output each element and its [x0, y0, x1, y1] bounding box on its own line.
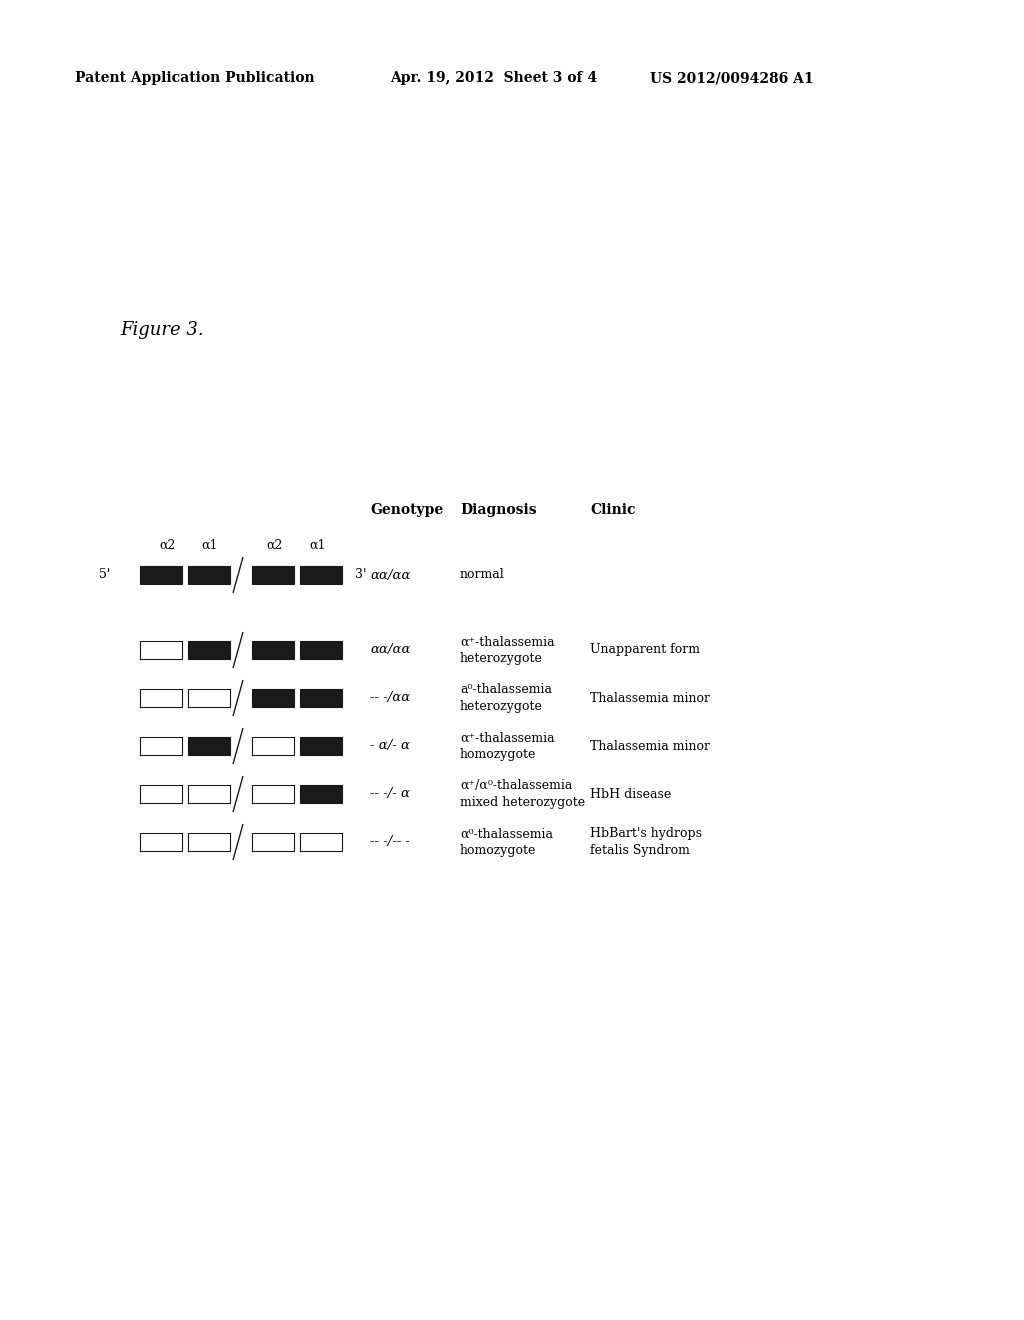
Text: US 2012/0094286 A1: US 2012/0094286 A1 [650, 71, 814, 84]
Bar [252, 689, 294, 708]
Bar [300, 566, 342, 583]
Bar [188, 833, 230, 851]
Bar [188, 642, 230, 659]
Bar [140, 785, 182, 803]
Text: 5': 5' [98, 569, 110, 582]
Bar [300, 785, 342, 803]
Text: Patent Application Publication: Patent Application Publication [75, 71, 314, 84]
Text: -- -/- α: -- -/- α [370, 788, 410, 800]
Bar [188, 689, 230, 708]
Text: αα/αα: αα/αα [370, 569, 411, 582]
Bar [140, 833, 182, 851]
Bar [300, 689, 342, 708]
Text: αα/αα: αα/αα [370, 644, 411, 656]
Bar [140, 566, 182, 583]
Bar [188, 566, 230, 583]
Bar [252, 737, 294, 755]
Text: -- -/αα: -- -/αα [370, 692, 411, 705]
Text: HbBart's hydrops
fetalis Syndrom: HbBart's hydrops fetalis Syndrom [590, 828, 702, 857]
Text: Figure 3.: Figure 3. [120, 321, 204, 339]
Text: -- -/-- -: -- -/-- - [370, 836, 410, 849]
Text: Thalassemia minor: Thalassemia minor [590, 692, 710, 705]
Text: normal: normal [460, 569, 505, 582]
Bar [300, 642, 342, 659]
Bar [252, 566, 294, 583]
Bar [300, 785, 342, 803]
Text: α2: α2 [160, 539, 176, 552]
Bar [252, 833, 294, 851]
Bar [188, 642, 230, 659]
Text: Diagnosis: Diagnosis [460, 503, 537, 517]
Text: Genotype: Genotype [370, 503, 443, 517]
Bar [300, 737, 342, 755]
Bar [300, 737, 342, 755]
Bar [252, 785, 294, 803]
Bar [188, 737, 230, 755]
Bar [188, 785, 230, 803]
Text: α2: α2 [267, 539, 284, 552]
Bar [140, 689, 182, 708]
Text: Apr. 19, 2012  Sheet 3 of 4: Apr. 19, 2012 Sheet 3 of 4 [390, 71, 597, 84]
Text: 3': 3' [355, 569, 367, 582]
Text: α⁺/α⁰-thalassemia
mixed heterozygote: α⁺/α⁰-thalassemia mixed heterozygote [460, 779, 585, 809]
Bar [188, 566, 230, 583]
Text: α⁰-thalassemia
homozygote: α⁰-thalassemia homozygote [460, 828, 553, 857]
Bar [252, 642, 294, 659]
Text: α⁺-thalassemia
heterozygote: α⁺-thalassemia heterozygote [460, 635, 555, 665]
Bar [300, 689, 342, 708]
Text: HbH disease: HbH disease [590, 788, 672, 800]
Bar [252, 642, 294, 659]
Text: α1: α1 [309, 539, 327, 552]
Text: α1: α1 [202, 539, 218, 552]
Bar [300, 833, 342, 851]
Bar [252, 689, 294, 708]
Bar [188, 737, 230, 755]
Bar [140, 737, 182, 755]
Bar [300, 642, 342, 659]
Text: Thalassemia minor: Thalassemia minor [590, 739, 710, 752]
Text: - α/- α: - α/- α [370, 739, 410, 752]
Text: Unapparent form: Unapparent form [590, 644, 700, 656]
Text: a⁰-thalassemia
heterozygote: a⁰-thalassemia heterozygote [460, 684, 552, 713]
Bar [252, 566, 294, 583]
Text: Clinic: Clinic [590, 503, 636, 517]
Bar [140, 642, 182, 659]
Bar [140, 566, 182, 583]
Bar [300, 566, 342, 583]
Text: α⁺-thalassemia
homozygote: α⁺-thalassemia homozygote [460, 731, 555, 760]
